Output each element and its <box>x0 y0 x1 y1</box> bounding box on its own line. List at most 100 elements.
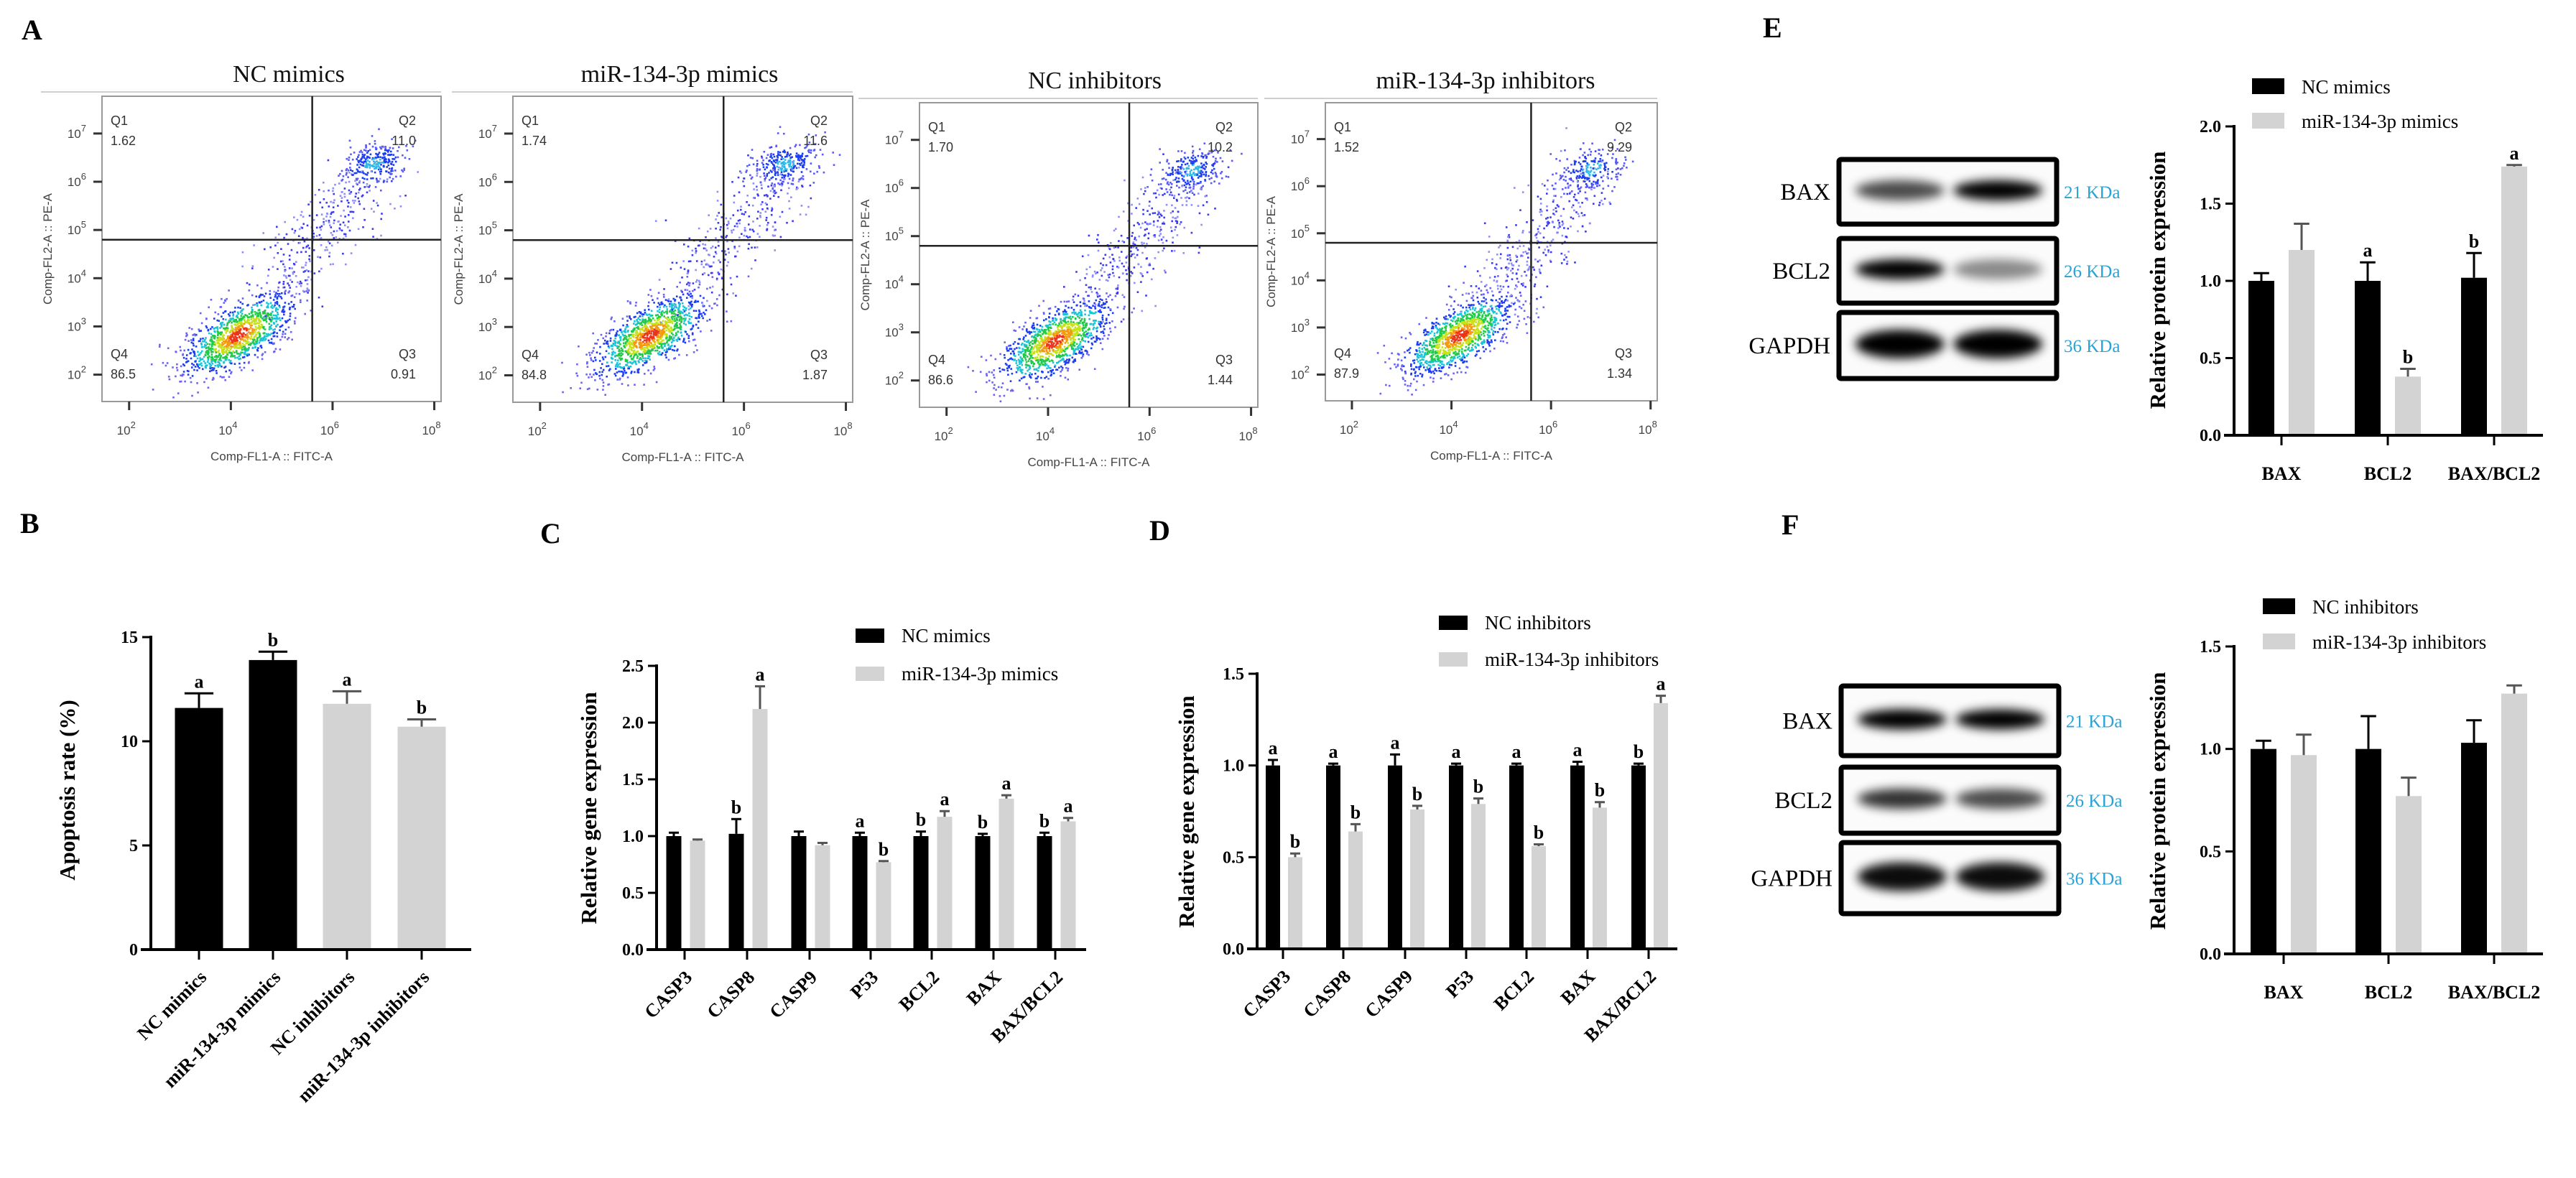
event-dot <box>656 333 658 335</box>
event-dot <box>172 366 174 368</box>
event-dot <box>200 330 202 332</box>
event-dot <box>361 170 363 173</box>
event-dot <box>621 350 624 353</box>
tick-exponent: 2 <box>492 365 497 376</box>
event-dot <box>986 374 988 377</box>
event-dot <box>670 309 672 311</box>
event-dot <box>599 345 601 348</box>
event-dot <box>248 361 250 363</box>
tick-base: 10 <box>478 127 492 141</box>
event-dot <box>1032 322 1035 325</box>
event-dot <box>244 350 247 352</box>
event-dot <box>1052 317 1054 320</box>
event-dot <box>275 292 277 294</box>
event-dot <box>740 172 743 174</box>
event-dot <box>1071 340 1074 343</box>
event-dot <box>251 333 253 335</box>
event-dot <box>1103 303 1105 305</box>
event-dot <box>614 356 616 358</box>
event-dot <box>231 340 233 343</box>
event-dot <box>1108 314 1110 316</box>
event-dot <box>639 312 641 315</box>
event-dot <box>1162 177 1165 180</box>
quadrant-name-q4: Q4 <box>522 348 539 362</box>
event-dot <box>626 364 629 366</box>
event-dot <box>682 323 685 325</box>
event-dot <box>644 349 647 352</box>
event-dot <box>1050 371 1053 374</box>
event-dot <box>180 380 182 383</box>
event-dot <box>1123 307 1125 310</box>
event-dot <box>659 334 662 336</box>
event-dot <box>271 316 273 319</box>
event-dot <box>371 145 374 148</box>
event-dot <box>366 172 369 174</box>
event-dot <box>792 159 795 162</box>
event-dot <box>226 358 228 361</box>
event-dot <box>1088 317 1090 320</box>
event-dot <box>721 216 723 218</box>
event-dot <box>981 356 983 358</box>
event-dot <box>1099 311 1101 313</box>
event-dot <box>1034 358 1037 360</box>
event-dot <box>638 311 641 313</box>
event-dot <box>782 151 784 153</box>
event-dot <box>1052 319 1055 322</box>
event-dot <box>679 296 681 299</box>
event-dot <box>641 364 644 366</box>
event-dot <box>1064 323 1067 325</box>
event-dot <box>637 369 639 372</box>
event-dot <box>1018 351 1021 353</box>
event-dot <box>612 351 615 353</box>
event-dot <box>779 236 782 238</box>
event-dot <box>592 360 595 363</box>
event-dot <box>1011 389 1014 391</box>
event-dot <box>621 383 624 385</box>
event-dot <box>1044 347 1047 350</box>
event-dot <box>1019 366 1021 368</box>
event-dot <box>664 343 667 345</box>
event-dot <box>1165 188 1167 190</box>
event-dot <box>204 362 206 364</box>
event-dot <box>1042 386 1044 388</box>
event-dot <box>1204 179 1206 181</box>
event-dot <box>1069 334 1072 336</box>
event-dot <box>1088 335 1090 337</box>
event-dot <box>700 330 702 333</box>
event-dot <box>710 247 713 249</box>
event-dot <box>162 361 165 364</box>
event-dot <box>1055 347 1058 349</box>
event-dot <box>248 312 251 315</box>
event-dot <box>351 210 353 213</box>
event-dot <box>272 335 275 338</box>
event-dot <box>792 170 794 173</box>
event-dot <box>655 322 658 324</box>
event-dot <box>717 272 719 274</box>
tick-base: 10 <box>218 424 232 437</box>
event-dot <box>641 333 644 336</box>
event-dot <box>1037 341 1040 343</box>
event-dot <box>1177 177 1180 180</box>
event-dot <box>246 341 248 344</box>
event-dot <box>756 172 759 175</box>
event-dot <box>1192 187 1195 190</box>
event-dot <box>608 330 611 332</box>
event-dot <box>629 345 631 348</box>
event-dot <box>1024 349 1027 351</box>
event-dot <box>1164 178 1167 181</box>
event-dot <box>1203 163 1205 166</box>
event-dot <box>330 200 332 203</box>
event-dot <box>306 279 309 282</box>
event-dot <box>306 224 309 227</box>
event-dot <box>252 340 255 342</box>
event-dot <box>678 320 681 322</box>
event-dot <box>674 300 676 302</box>
event-dot <box>703 259 706 261</box>
event-dot <box>205 317 208 320</box>
event-dot <box>790 196 792 198</box>
quadrant-name-q3: Q3 <box>810 348 828 362</box>
event-dot <box>220 306 223 308</box>
event-dot <box>239 328 242 331</box>
event-dot <box>241 309 244 312</box>
event-dot <box>212 358 214 360</box>
